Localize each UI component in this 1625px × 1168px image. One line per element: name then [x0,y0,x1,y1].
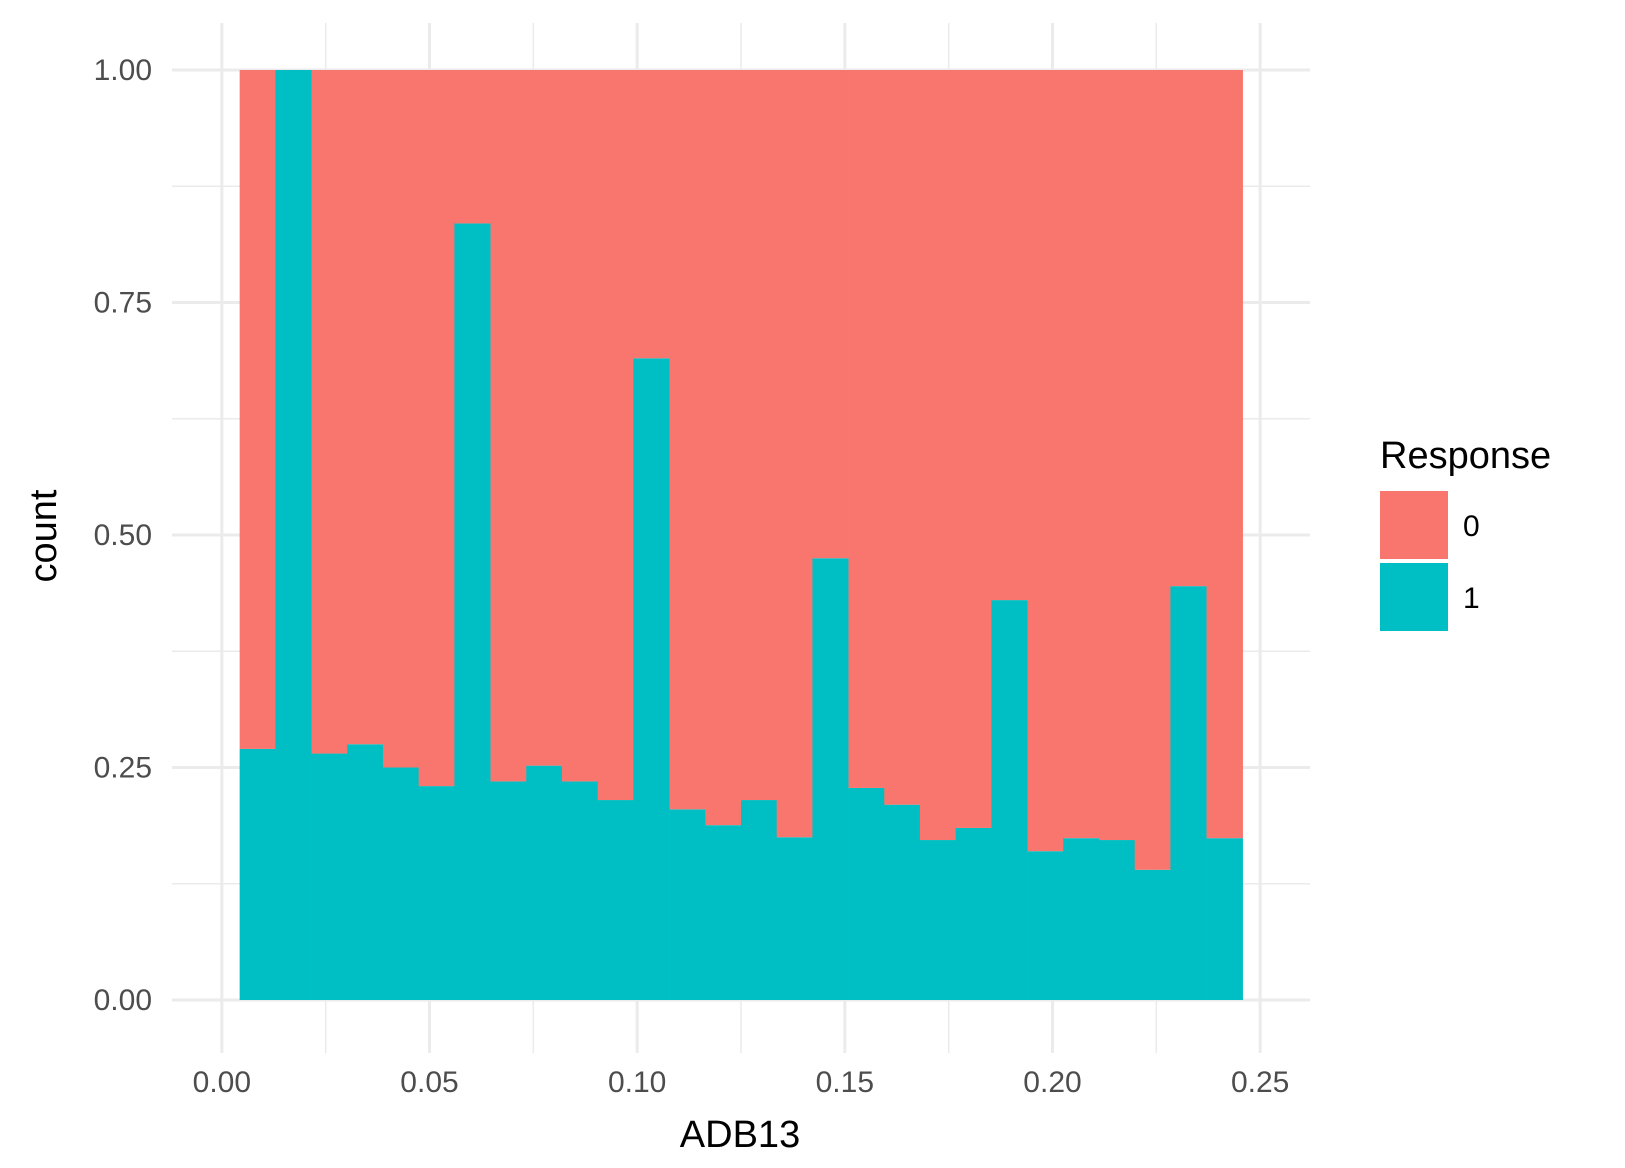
x-axis-title: ADB13 [680,1114,800,1156]
bars [239,70,1243,1000]
bar-response-1 [848,787,885,1000]
bar-response-0 [1206,70,1243,839]
bar-response-1 [1170,586,1207,1000]
bar-response-1 [418,786,456,1000]
bar-response-1 [454,223,491,1000]
bar-response-0 [705,70,742,826]
y-tick-label: 0.75 [94,287,152,320]
bar-response-1 [1206,838,1243,1000]
bar-response-1 [275,70,312,1000]
bar-response-0 [418,70,456,787]
legend-key-1 [1380,563,1448,631]
bar-response-1 [239,748,277,1000]
bar-response-1 [1027,851,1064,1000]
x-tick-label: 0.00 [193,1066,251,1099]
bar-response-0 [490,70,527,782]
x-tick-label: 0.15 [816,1066,874,1099]
bar-response-1 [884,804,921,1000]
y-tick-label: 0.00 [94,984,152,1017]
bar-response-1 [1134,869,1172,1000]
bar-response-0 [1027,70,1064,852]
legend: Response 01 [1380,435,1551,631]
x-tick-label: 0.10 [608,1066,666,1099]
bar-response-0 [382,70,420,768]
bar-response-0 [239,70,277,749]
legend-items: 01 [1380,491,1480,631]
bar-response-0 [812,70,849,559]
x-axis-ticks: 0.00 0.05 0.10 0.15 0.20 0.25 [193,1066,1290,1099]
bar-response-0 [561,70,599,782]
bar-response-1 [1098,840,1136,1000]
bar-response-0 [991,70,1028,601]
bar-response-1 [669,809,706,1000]
x-tick-label: 0.25 [1231,1066,1289,1099]
bar-response-1 [347,744,384,1000]
bar-response-0 [919,70,957,841]
legend-label-0: 0 [1463,510,1480,543]
bar-response-1 [561,781,599,1000]
bar-response-1 [382,767,420,1000]
bar-response-0 [1170,70,1207,587]
bar-response-0 [311,70,348,754]
bar-response-0 [347,70,384,745]
bar-response-1 [705,825,742,1000]
bar-response-0 [597,70,635,801]
bar-response-1 [311,753,348,1000]
bar-response-0 [848,70,885,788]
y-tick-label: 0.25 [94,752,152,785]
bar-response-0 [955,70,993,828]
bar-response-1 [633,358,670,1000]
bar-response-0 [633,70,670,359]
y-axis-ticks: 0.00 0.25 0.50 0.75 1.00 [94,54,152,1017]
bar-response-0 [454,70,491,224]
bar-response-1 [490,781,527,1000]
bar-response-0 [669,70,706,810]
bar-response-1 [526,765,563,1000]
bar-response-1 [1063,838,1100,1000]
y-axis-title: count [23,489,65,582]
bar-response-0 [1063,70,1100,839]
bar-response-1 [597,800,635,1000]
bar-response-0 [526,70,563,766]
legend-title: Response [1380,435,1551,477]
bar-response-0 [884,70,921,805]
x-tick-label: 0.05 [400,1066,458,1099]
bar-response-1 [955,827,993,1000]
bar-response-0 [740,70,778,801]
bar-response-1 [991,600,1028,1000]
bar-response-1 [812,558,849,1000]
bar-response-1 [919,840,957,1000]
y-tick-label: 1.00 [94,54,152,87]
legend-label-1: 1 [1463,582,1480,615]
x-tick-label: 0.20 [1023,1066,1081,1099]
bar-response-0 [1134,70,1172,870]
bar-response-1 [740,800,778,1000]
bar-response-1 [776,837,814,1000]
y-tick-label: 0.50 [94,519,152,552]
bar-response-0 [776,70,814,838]
bar-response-0 [1098,70,1136,841]
legend-key-0 [1380,491,1448,559]
